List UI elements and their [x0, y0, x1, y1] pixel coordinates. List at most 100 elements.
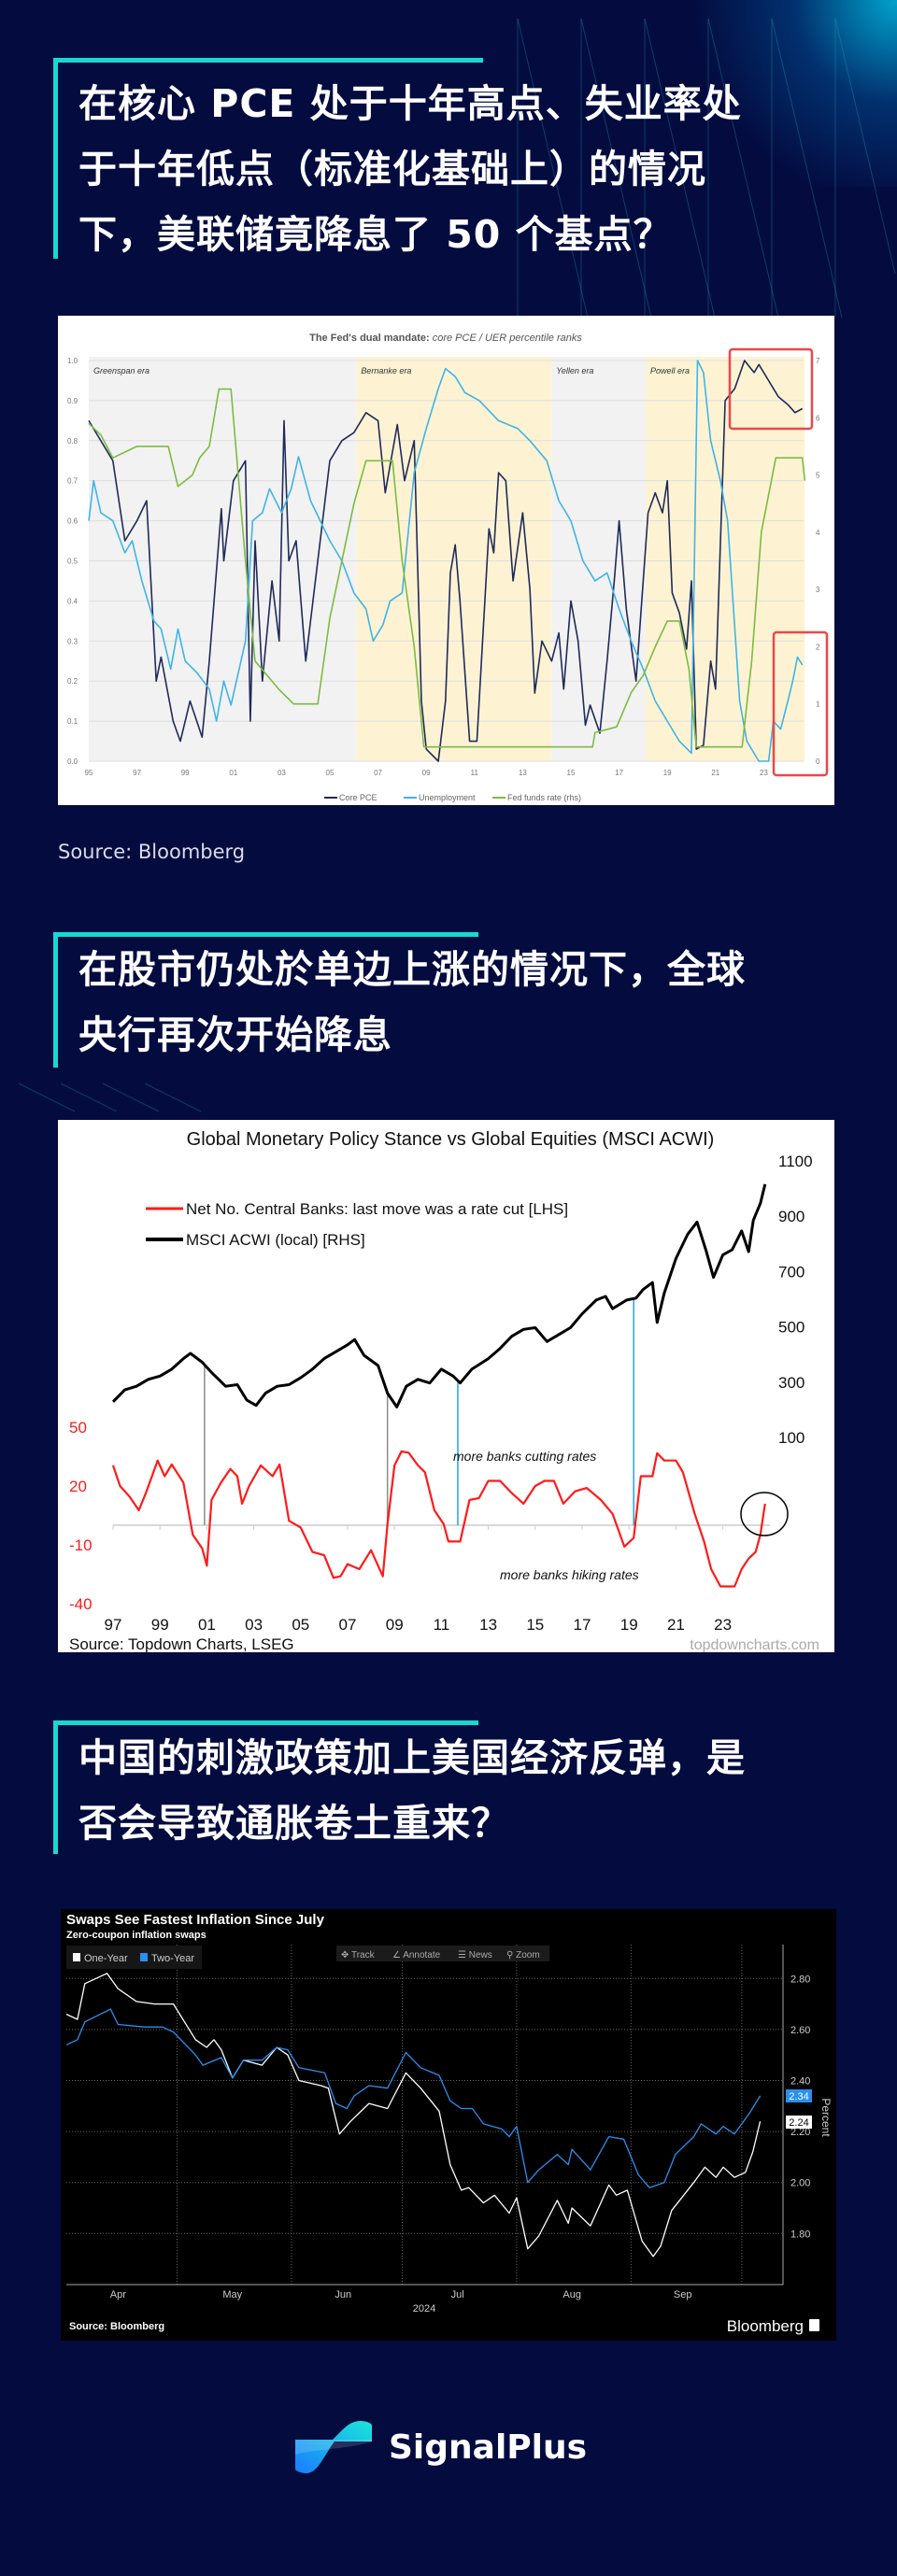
- chart-title: The Fed's dual mandate: core PCE / UER p…: [309, 333, 582, 344]
- last-value-tag-one-year: [786, 2116, 812, 2129]
- highlight-circle: [740, 1492, 789, 1536]
- section-2-heading: 在股市仍处於单边上涨的情况下，全球 央行再次开始降息: [53, 932, 745, 1068]
- series-line-2: [88, 388, 806, 748]
- zoom-button[interactable]: ⚲ Zoom: [506, 1950, 540, 1960]
- series-line-0: [88, 360, 804, 762]
- x-tick-label: 05: [292, 1616, 309, 1634]
- chart-title: Global Monetary Policy Stance vs Global …: [187, 1129, 715, 1150]
- x-tick-label: 13: [479, 1616, 497, 1634]
- y-right-tick-label: 6: [816, 414, 820, 422]
- logo-text: SignalPlus: [389, 2427, 588, 2467]
- x-tick-label: 23: [760, 769, 768, 777]
- heading-line: 下，美联储竟降息了 50 个基点？: [78, 212, 673, 257]
- chart-source: Source: Bloomberg: [69, 2321, 164, 2332]
- series-line-one-year: [65, 1973, 762, 2258]
- y-right-tick-label: 7: [816, 357, 820, 365]
- y-tick-label: 0.2: [67, 677, 78, 686]
- highlight-box-unemployment: [772, 630, 829, 777]
- x-tick-label: Aug: [562, 2289, 581, 2300]
- y-tick-label: 0.1: [67, 717, 78, 726]
- era-label: Greenspan era: [93, 366, 150, 375]
- legend: One-Year Two-Year: [66, 1946, 202, 1969]
- source-label: Source: Bloomberg: [58, 841, 246, 863]
- y-tick-label: 0.3: [67, 637, 78, 645]
- chart-subtitle: Zero-coupon inflation swaps: [66, 1930, 206, 1941]
- watermark: topdowncharts.com: [690, 1637, 819, 1652]
- y-right-tick-label: 5: [816, 472, 820, 480]
- heading-line: 在股市仍处於单边上涨的情况下，全球: [78, 947, 746, 992]
- y-tick-label: 0.5: [67, 558, 78, 566]
- x-tick-label: Jun: [335, 2289, 351, 2300]
- chart-background: [61, 1909, 836, 2341]
- heading-line: 中国的刺激政策加上美国经济反弹，是: [78, 1735, 746, 1780]
- x-tick-label: 99: [181, 769, 190, 777]
- inflation-swaps-chart: 1.80 2.00 2.20 2.40 2.60 2.80 Apr May Jun Jul Aug S…: [61, 1909, 836, 2341]
- chart-toolbar: ✥ Track ∠ Annotate ☰ News ⚲ Zoom: [336, 1946, 549, 1961]
- bloomberg-icon: [809, 2319, 819, 2331]
- x-year-label: 2024: [413, 2303, 435, 2314]
- x-tick-label: 97: [105, 1616, 122, 1634]
- x-tick-label: 17: [574, 1616, 591, 1634]
- legend-label: Fed funds rate (rhs): [507, 793, 581, 802]
- heading-line: 否会导致通胀卷土重来？: [78, 1801, 510, 1846]
- y-right-tick-label: 1: [816, 701, 820, 709]
- y-tick-label: 0.8: [67, 437, 78, 446]
- era-label: Bernanke era: [361, 366, 411, 375]
- legend-label[interactable]: One-Year: [84, 1953, 128, 1964]
- y-left-tick-label: 50: [69, 1419, 87, 1437]
- x-tick-label: 09: [422, 769, 431, 777]
- highlight-box-core-pce: [728, 347, 814, 431]
- y-tick-label: 2.60: [790, 2025, 810, 2036]
- era-label: Yellen era: [556, 366, 593, 375]
- x-tick-label: Apr: [110, 2289, 126, 2300]
- heading-accent-bar: [53, 1720, 478, 1725]
- y-tick-label: 2.00: [790, 2178, 810, 2189]
- y-right-tick-label: 4: [816, 529, 820, 537]
- x-tick-label: 97: [133, 769, 141, 777]
- y-right-tick-label: 3: [816, 586, 820, 594]
- signalplus-logo-icon: [295, 2421, 372, 2473]
- y-right-tick-label: 300: [778, 1374, 804, 1392]
- y-tick-label: 2.20: [790, 2127, 810, 2138]
- last-value-two-year: 2.34: [789, 2091, 808, 2102]
- news-button[interactable]: ☰ News: [458, 1950, 492, 1960]
- x-tick-label: 09: [386, 1616, 404, 1634]
- annotate-button[interactable]: ∠ Annotate: [392, 1950, 441, 1960]
- x-tick-label: 07: [374, 769, 382, 777]
- era-label: Powell era: [650, 366, 690, 375]
- track-button[interactable]: ✥ Track: [341, 1950, 376, 1960]
- x-tick-label: Jul: [451, 2289, 464, 2300]
- fed-dual-mandate-chart: Greenspan era Bernanke era Yellen era Powel…: [58, 316, 834, 805]
- last-value-tag-two-year: [786, 2089, 812, 2102]
- y-tick-label: 0.7: [67, 477, 78, 486]
- x-tick-label: 03: [245, 1616, 263, 1634]
- bloomberg-brand: Bloomberg: [727, 2317, 804, 2335]
- y-left-tick-label: 20: [69, 1478, 87, 1495]
- legend-label[interactable]: Two-Year: [151, 1953, 194, 1964]
- y-right-tick-label: 100: [778, 1429, 804, 1447]
- heading-line: 于十年低点（标准化基础上）的情况: [78, 147, 706, 191]
- y-tick-label: 0.0: [67, 757, 78, 766]
- x-tick-label: 21: [711, 769, 719, 777]
- x-tick-label: 17: [615, 769, 623, 777]
- y-tick-label: 1.80: [790, 2229, 810, 2240]
- legend-label: Core PCE: [339, 793, 377, 802]
- era-band: [89, 357, 357, 761]
- section-1-heading: 在核心 PCE 处于十年高点、失业率处 于十年低点（标准化基础上）的情况 下，美…: [53, 58, 741, 259]
- x-tick-label: 11: [471, 769, 479, 777]
- x-tick-label: 95: [85, 769, 93, 777]
- x-tick-label: 05: [326, 769, 335, 777]
- y-left-tick-label: -40: [69, 1595, 93, 1613]
- y-right-tick-label: 900: [778, 1208, 804, 1225]
- y-right-tick-label: 500: [778, 1319, 804, 1337]
- y-tick-label: 0.4: [67, 597, 78, 605]
- chart-title: Swaps See Fastest Inflation Since July: [66, 1912, 325, 1928]
- y-left-tick-label: -10: [69, 1536, 93, 1554]
- annotation-hiking: more banks hiking rates: [500, 1567, 639, 1582]
- x-tick-label: 07: [339, 1616, 357, 1634]
- y-tick-label: 2.40: [790, 2076, 810, 2088]
- background-glow: [617, 0, 897, 187]
- legend-label: Net No. Central Banks: last move was a r…: [186, 1200, 568, 1218]
- x-tick-label: 23: [714, 1616, 732, 1634]
- y-tick-label: 1.0: [67, 357, 78, 365]
